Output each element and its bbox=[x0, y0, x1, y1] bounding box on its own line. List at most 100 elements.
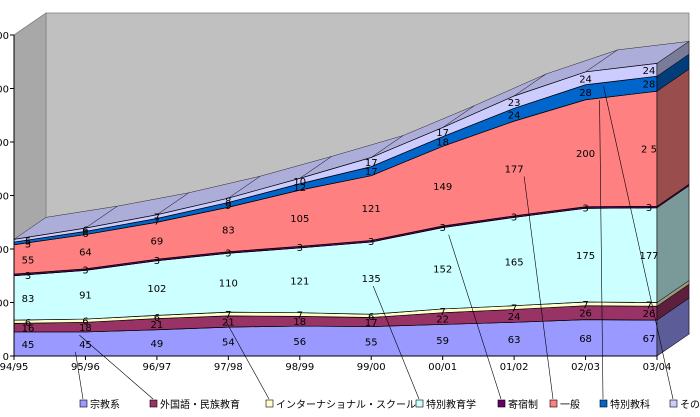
x-tick-label: 97/98 bbox=[214, 362, 243, 373]
data-label: 91 bbox=[79, 291, 92, 302]
legend-label: その他 bbox=[680, 398, 700, 411]
data-label: 3 bbox=[225, 248, 231, 259]
data-label: 17 bbox=[365, 158, 378, 169]
x-tick-label: 00/01 bbox=[428, 362, 457, 373]
x-tick-label: 99/00 bbox=[357, 362, 386, 373]
data-label: 7 bbox=[154, 216, 160, 227]
x-tick-label: 01/02 bbox=[500, 362, 529, 373]
legend-swatch bbox=[497, 399, 506, 408]
data-label: 24 bbox=[643, 66, 656, 77]
legend-swatch bbox=[79, 399, 88, 408]
data-label: 3 bbox=[646, 203, 652, 214]
data-label: 135 bbox=[362, 274, 381, 285]
data-label: 200 bbox=[576, 149, 595, 160]
data-label: 59 bbox=[436, 336, 449, 347]
chart-axes: 0 100 200 300 400 500 600 94/95 95/96 96/97 97/98 9… bbox=[0, 31, 671, 373]
data-label: 121 bbox=[290, 276, 309, 287]
data-label: 18 bbox=[79, 323, 92, 334]
chart-legend: 宗教系 外国語・民族教育 インターナショナル・スクール 特別教育学 寄宿制 一般 特別教科 そ… bbox=[79, 398, 700, 411]
data-label: 5 bbox=[25, 237, 31, 248]
data-label: 45 bbox=[22, 340, 35, 351]
data-label: 102 bbox=[147, 284, 166, 295]
data-label: 28 bbox=[579, 88, 592, 99]
y-tick-label: 600 bbox=[0, 31, 9, 42]
area-end-cap-6 bbox=[656, 68, 690, 207]
data-label: 6 bbox=[82, 229, 88, 240]
legend-leader-line bbox=[523, 176, 554, 400]
area-end-cap-8 bbox=[656, 40, 690, 77]
data-label: 7 bbox=[439, 307, 445, 318]
x-tick-label: 98/99 bbox=[285, 362, 314, 373]
data-label: 83 bbox=[222, 225, 235, 236]
data-label: 3 bbox=[582, 204, 588, 215]
legend-leader-line bbox=[599, 100, 604, 400]
data-label: 10 bbox=[293, 177, 306, 188]
data-label: 177 bbox=[639, 251, 658, 262]
data-label: 7 bbox=[646, 300, 652, 311]
data-label: 54 bbox=[222, 338, 235, 349]
data-label: 6 bbox=[368, 312, 374, 323]
legend-leader-line bbox=[448, 234, 502, 400]
data-label: 12 bbox=[293, 183, 306, 194]
data-label: 3 bbox=[82, 266, 88, 277]
data-label: 69 bbox=[151, 237, 164, 248]
data-label: 18 bbox=[293, 317, 306, 328]
legend-label: インターナショナル・スクール bbox=[276, 399, 416, 411]
data-label: 17 bbox=[436, 128, 449, 139]
data-label: 6 bbox=[82, 317, 88, 328]
x-tick-label: 02/03 bbox=[571, 362, 600, 373]
y-tick-label: 200 bbox=[0, 245, 9, 256]
data-label: 6 bbox=[25, 318, 31, 329]
data-label: 152 bbox=[433, 264, 452, 275]
data-label: 18 bbox=[436, 137, 449, 148]
y-tick-label: 300 bbox=[0, 192, 9, 203]
legend-swatch bbox=[149, 399, 158, 408]
data-label: 7 bbox=[582, 300, 588, 311]
x-tick-label: 96/97 bbox=[142, 362, 171, 373]
y-tick-label: 100 bbox=[0, 299, 9, 310]
data-label: 26 bbox=[579, 309, 592, 320]
data-label: 21 bbox=[151, 320, 164, 331]
x-tick-label: 94/95 bbox=[0, 362, 28, 373]
data-label: 7 bbox=[154, 213, 160, 224]
data-label: 2 5 bbox=[641, 145, 657, 156]
legend-leader-line bbox=[372, 286, 420, 400]
data-label: 8 bbox=[225, 196, 231, 207]
legend-swatch bbox=[599, 399, 608, 408]
legend-swatch bbox=[549, 399, 558, 408]
data-label: 7 bbox=[511, 304, 517, 315]
data-label: 56 bbox=[293, 337, 306, 348]
data-label: 5 bbox=[25, 239, 31, 250]
legend-swatch bbox=[669, 399, 678, 408]
data-label: 6 bbox=[82, 226, 88, 237]
legend-leader-line bbox=[603, 86, 674, 400]
data-label: 17 bbox=[365, 318, 378, 329]
data-label: 165 bbox=[505, 258, 524, 269]
data-label: 24 bbox=[508, 312, 521, 323]
data-label: 16 bbox=[22, 324, 35, 335]
legend-leader-line bbox=[75, 351, 84, 400]
data-label: 105 bbox=[290, 214, 309, 225]
data-label: 149 bbox=[433, 182, 452, 193]
legend-leader-lines bbox=[75, 86, 674, 400]
legend-label: 宗教系 bbox=[90, 398, 120, 411]
x-tick-label: 03/04 bbox=[643, 362, 672, 373]
data-label: 6 bbox=[154, 313, 160, 324]
data-label: 45 bbox=[79, 340, 92, 351]
data-label: 28 bbox=[643, 80, 656, 91]
data-label: 7 bbox=[297, 311, 303, 322]
data-label: 23 bbox=[508, 98, 521, 109]
data-label: 83 bbox=[22, 294, 35, 305]
data-label: 7 bbox=[225, 310, 231, 321]
y-tick-label: 0 bbox=[3, 352, 9, 363]
data-label: 68 bbox=[579, 334, 592, 345]
data-label: 3 bbox=[297, 243, 303, 254]
chart-areas bbox=[13, 40, 690, 357]
data-label: 110 bbox=[219, 279, 238, 290]
data-label: 3 bbox=[511, 213, 517, 224]
data-label: 55 bbox=[365, 337, 378, 348]
legend-swatch bbox=[415, 399, 424, 408]
legend-label: 寄宿制 bbox=[508, 398, 538, 411]
